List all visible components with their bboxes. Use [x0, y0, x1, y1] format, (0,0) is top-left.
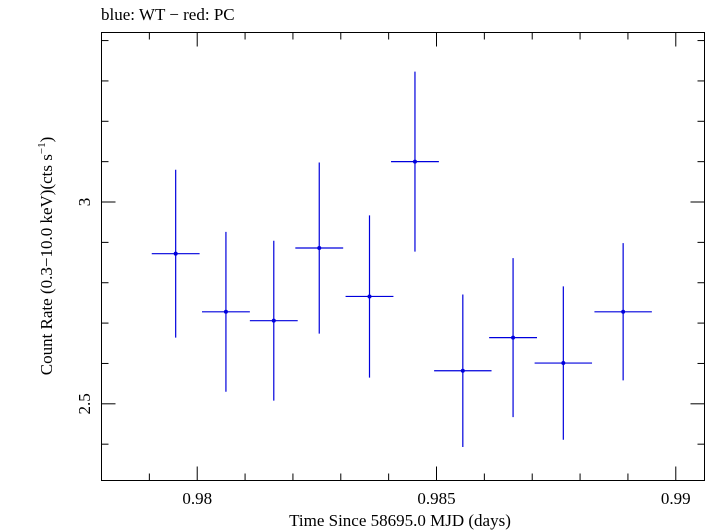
data-point	[249, 240, 298, 401]
y-axis-label-superscript: −1	[36, 142, 48, 154]
x-axis-label: Time Since 58695.0 MJD (days)	[289, 511, 511, 530]
data-point	[434, 294, 492, 448]
data-marker	[412, 159, 417, 164]
plot-frame	[101, 32, 705, 481]
data-points	[151, 71, 652, 448]
chart-title: blue: WT − red: PC	[101, 5, 235, 24]
data-point	[345, 215, 394, 378]
y-tick-label: 3	[75, 198, 94, 207]
data-marker	[460, 368, 465, 373]
data-marker	[317, 246, 322, 251]
y-axis-label-main: Count Rate (0.3−10.0 keV)(cts s	[37, 154, 56, 375]
data-marker	[561, 361, 566, 366]
y-tick-labels: 2.53	[75, 198, 94, 415]
data-point	[391, 71, 439, 252]
data-point	[295, 162, 344, 334]
data-point	[202, 231, 250, 392]
axis-ticks	[101, 32, 705, 481]
y-axis-label-end: )	[37, 137, 56, 143]
data-marker	[511, 335, 516, 340]
x-tick-labels: 0.98 0.985 0.99	[182, 489, 690, 508]
data-marker	[223, 309, 228, 314]
x-tick-label: 0.98	[182, 489, 212, 508]
data-point	[594, 243, 652, 381]
y-axis-label: Count Rate (0.3−10.0 keV)(cts s−1)	[36, 137, 56, 376]
data-marker	[621, 309, 626, 314]
x-tick-label: 0.985	[417, 489, 455, 508]
data-marker	[173, 251, 178, 256]
data-point	[151, 169, 200, 338]
data-marker	[367, 294, 372, 299]
data-marker	[271, 318, 276, 323]
x-tick-label: 0.99	[661, 489, 691, 508]
data-point	[534, 286, 593, 440]
data-point	[489, 258, 537, 418]
y-tick-label: 2.5	[75, 393, 94, 414]
